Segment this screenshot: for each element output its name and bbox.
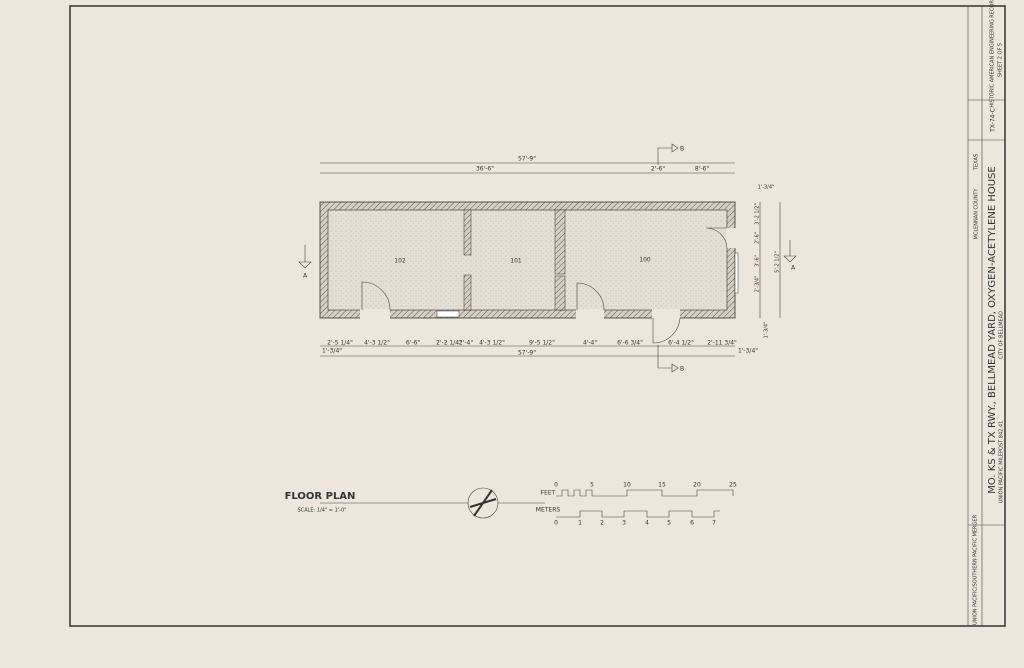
scale-tick-label: 6 bbox=[690, 520, 694, 527]
scale-tick-label: 4 bbox=[645, 520, 649, 527]
dimension: 1'-3/4" bbox=[322, 348, 342, 355]
dimension: 6'-6 3/4" bbox=[617, 340, 643, 347]
scale-tick-label: 0 bbox=[554, 520, 558, 527]
dimension: 1'-3/4" bbox=[758, 185, 775, 191]
sheet-number: SHEET 2 OF 5 bbox=[998, 43, 1004, 77]
project-county: MCLENNAN COUNTY bbox=[974, 188, 980, 240]
dimension: 4'-3 1/2" bbox=[364, 340, 390, 347]
border bbox=[69, 5, 1006, 627]
scale-bar-feet bbox=[556, 489, 734, 497]
section-arrow bbox=[657, 143, 679, 165]
dimension: 57'-9" bbox=[518, 350, 536, 357]
partition bbox=[463, 209, 472, 256]
floor bbox=[327, 209, 728, 311]
scale-tick-label: 2 bbox=[600, 520, 604, 527]
scale-tick-label: 1 bbox=[578, 520, 582, 527]
dimension: 3'-6" bbox=[755, 255, 761, 267]
dimension: 3'-2 1/2" bbox=[755, 203, 761, 224]
section-marker: B bbox=[680, 366, 684, 373]
door-swing bbox=[361, 281, 391, 311]
dimension: 5'-2 1/2" bbox=[775, 251, 781, 272]
door-swing bbox=[652, 317, 681, 344]
drawing-title: FLOOR PLAN bbox=[285, 491, 356, 502]
window bbox=[734, 252, 739, 294]
scale-tick-label: 7 bbox=[712, 520, 716, 527]
project-city: CITY OF BELLMEAD bbox=[999, 311, 1005, 359]
door-opening bbox=[652, 309, 680, 319]
survey-number: TX-74-C bbox=[990, 108, 997, 133]
vent bbox=[436, 310, 460, 318]
scale-tick-label: 3 bbox=[622, 520, 626, 527]
project-state: TEXAS bbox=[974, 154, 980, 171]
dimension: 8'-6" bbox=[695, 166, 709, 173]
dimension: 6'-6" bbox=[406, 340, 420, 347]
dimension: 2'-11 3/4" bbox=[707, 340, 737, 347]
dimension: 2'-4" bbox=[459, 340, 473, 347]
scale-bar-meters bbox=[556, 510, 720, 518]
partition bbox=[463, 274, 472, 311]
section-marker: A bbox=[303, 273, 308, 280]
scale-tick-label: 20 bbox=[693, 482, 701, 489]
section-arrow bbox=[657, 345, 679, 373]
partition bbox=[554, 209, 566, 275]
door-swing bbox=[576, 282, 605, 311]
dimension: 2'-5 1/4" bbox=[327, 340, 353, 347]
scale-tick-label: 5 bbox=[590, 482, 594, 489]
section-arrow bbox=[298, 245, 312, 269]
scale-tick-label: 0 bbox=[554, 482, 558, 489]
door-opening bbox=[576, 309, 604, 319]
project-location: UNION PACIFIC MILEPOST 842.41 bbox=[999, 421, 1005, 504]
dimension: 1'-3/4" bbox=[738, 348, 758, 355]
section-marker: A bbox=[791, 265, 796, 272]
dimension: 2'-6" bbox=[651, 166, 665, 173]
dimension: 57'-9" bbox=[518, 156, 536, 163]
dimension: 9'-5 1/2" bbox=[529, 340, 555, 347]
door-swing bbox=[705, 227, 728, 249]
room-number: 100 bbox=[639, 257, 651, 264]
partition bbox=[554, 275, 566, 311]
scale-tick-label: 10 bbox=[623, 482, 631, 489]
dimension: 2'-3/4" bbox=[755, 276, 761, 293]
dimension: 1'-3/4" bbox=[764, 322, 770, 339]
dimension: 2'-2 1/4" bbox=[436, 340, 462, 347]
dimension: 4'-4" bbox=[583, 340, 597, 347]
sponsor: UNION PACIFIC/SOUTHERN PACIFIC MERGER bbox=[973, 514, 979, 625]
section-marker: B bbox=[680, 146, 684, 153]
dimension: 4'-3 1/2" bbox=[479, 340, 505, 347]
scale-tick-label: 15 bbox=[658, 482, 666, 489]
dimension: 36'-6" bbox=[476, 166, 494, 173]
dimension: 2'-6" bbox=[755, 232, 761, 244]
section-arrow bbox=[783, 240, 797, 263]
scale-label: FEET bbox=[541, 490, 556, 497]
scale-tick-label: 25 bbox=[729, 482, 737, 489]
room-number: 102 bbox=[394, 258, 406, 265]
scale-tick-label: 5 bbox=[667, 520, 671, 527]
scale-label: METERS bbox=[536, 507, 561, 514]
dimension: 6'-4 1/2" bbox=[668, 340, 694, 347]
door-opening bbox=[726, 228, 736, 248]
north-arrow bbox=[469, 489, 497, 517]
door-opening bbox=[360, 309, 390, 319]
drawing-scale: SCALE: 1/4" = 1'-0" bbox=[298, 508, 347, 514]
agency: HISTORIC AMERICAN ENGINEERING RECORD bbox=[990, 0, 996, 108]
project-title: MO. KS & TX RWY., BELLMEAD YARD, OXYGEN-… bbox=[987, 166, 998, 493]
room-number: 101 bbox=[510, 258, 522, 265]
